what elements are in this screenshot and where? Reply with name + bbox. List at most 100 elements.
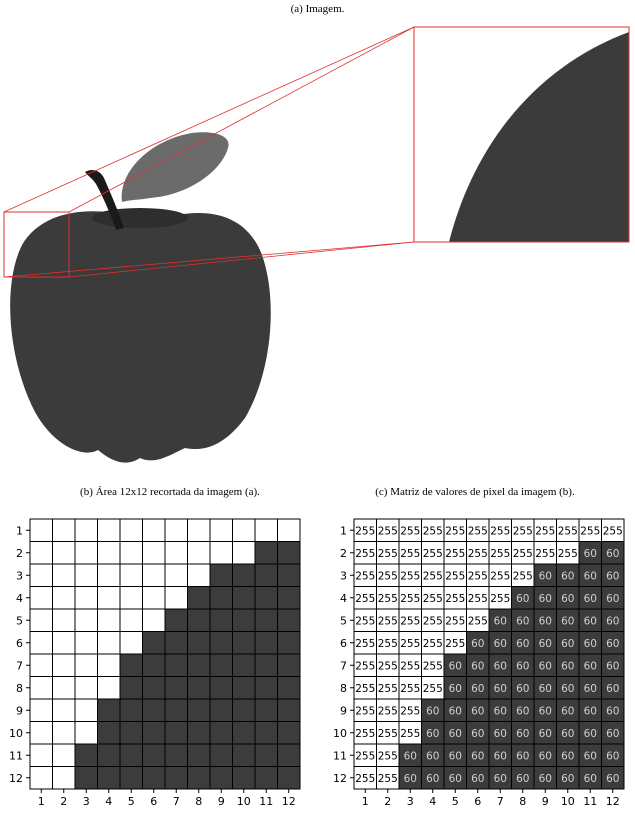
pixel-cell	[209, 586, 233, 610]
pixel-value: 60	[516, 705, 529, 717]
pixel-value: 60	[426, 750, 439, 762]
pixel-value: 60	[539, 660, 552, 672]
pixel-cell	[164, 518, 188, 542]
pixel-value: 60	[584, 660, 597, 672]
pixel-cell	[277, 608, 301, 632]
pixel-cell	[164, 653, 188, 677]
pixel-cell	[187, 698, 211, 722]
pixel-value: 255	[400, 615, 420, 627]
pixel-value: 255	[490, 548, 510, 560]
pixel-value: 255	[468, 548, 488, 560]
pixel-value: 255	[423, 525, 443, 537]
pixel-value: 255	[423, 570, 443, 582]
y-tick-label: 3	[340, 569, 347, 582]
y-tick-label: 8	[16, 682, 23, 695]
pixel-value: 60	[426, 705, 439, 717]
pixel-cell	[74, 766, 98, 790]
pixel-value: 60	[539, 593, 552, 605]
pixel-value: 255	[378, 615, 398, 627]
pixel-cell	[52, 631, 76, 655]
pixel-value: 60	[561, 638, 574, 650]
pixel-value: 60	[449, 660, 462, 672]
pixel-cell	[164, 766, 188, 790]
pixel-value: 60	[606, 660, 619, 672]
caption-a: (a) Imagem.	[290, 3, 345, 15]
pixel-value: 60	[471, 750, 484, 762]
pixel-value: 255	[445, 638, 465, 650]
pixel-cell	[187, 586, 211, 610]
x-tick-label: 7	[173, 795, 180, 808]
pixel-cell	[52, 698, 76, 722]
x-tick-label: 8	[519, 795, 526, 808]
y-tick-label: 9	[16, 704, 23, 717]
x-tick-label: 9	[218, 795, 225, 808]
pixel-value: 60	[584, 750, 597, 762]
y-tick-label: 11	[9, 749, 23, 762]
pixel-cell	[142, 766, 166, 790]
pixel-cell	[187, 721, 211, 745]
pixel-cell	[142, 721, 166, 745]
pixel-value: 60	[539, 683, 552, 695]
pixel-value: 255	[400, 548, 420, 560]
pixel-cell	[187, 676, 211, 700]
pixel-value: 255	[378, 638, 398, 650]
pixel-value: 60	[584, 705, 597, 717]
pixel-cell	[97, 586, 121, 610]
y-tick-label: 2	[340, 547, 347, 560]
pixel-value: 255	[400, 638, 420, 650]
pixel-value: 255	[355, 548, 375, 560]
pixel-value: 60	[539, 570, 552, 582]
pixel-cell	[97, 608, 121, 632]
pixel-cell	[232, 766, 256, 790]
pixel-cell	[119, 586, 143, 610]
pixel-cell	[119, 743, 143, 767]
y-tick-label: 10	[9, 727, 23, 740]
pixel-value: 60	[606, 705, 619, 717]
pixel-value: 60	[584, 638, 597, 650]
pixel-value: 60	[539, 638, 552, 650]
pixel-value: 60	[561, 750, 574, 762]
zoom-line-top-left	[3, 26, 415, 213]
pixel-cell	[119, 631, 143, 655]
pixel-cell	[29, 766, 53, 790]
pixel-cell	[254, 608, 278, 632]
y-tick-label: 8	[340, 682, 347, 695]
pixel-cell	[277, 766, 301, 790]
pixel-cell	[187, 608, 211, 632]
zoomed-frame	[413, 26, 630, 243]
pixel-value: 255	[423, 593, 443, 605]
pixel-value: 60	[404, 773, 417, 785]
pixel-value: 255	[378, 750, 398, 762]
pixel-value: 60	[516, 660, 529, 672]
pixel-value: 255	[513, 548, 533, 560]
pixel-cell	[164, 563, 188, 587]
pixel-cell	[52, 721, 76, 745]
pixel-cell	[52, 608, 76, 632]
pixel-cell	[97, 518, 121, 542]
pixel-value: 60	[449, 683, 462, 695]
x-tick-label: 3	[407, 795, 414, 808]
pixel-value: 255	[400, 660, 420, 672]
pixel-cell	[29, 608, 53, 632]
pixel-value: 60	[494, 615, 507, 627]
y-tick-label: 1	[16, 524, 23, 537]
pixel-value: 255	[513, 570, 533, 582]
pixel-value: 255	[400, 728, 420, 740]
pixel-cell	[164, 586, 188, 610]
pixel-cell	[209, 676, 233, 700]
pixel-cell	[97, 698, 121, 722]
pixel-value: 60	[606, 615, 619, 627]
pixel-value: 255	[355, 570, 375, 582]
pixel-cell	[29, 563, 53, 587]
y-tick-label: 6	[16, 637, 23, 650]
x-tick-label: 4	[429, 795, 436, 808]
pixel-cell	[119, 653, 143, 677]
pixel-value: 255	[355, 660, 375, 672]
apple-stem	[85, 170, 124, 230]
pixel-value: 255	[400, 683, 420, 695]
y-tick-label: 12	[333, 772, 347, 785]
pixel-value: 255	[400, 570, 420, 582]
pixel-value: 255	[445, 593, 465, 605]
pixel-cell	[254, 518, 278, 542]
